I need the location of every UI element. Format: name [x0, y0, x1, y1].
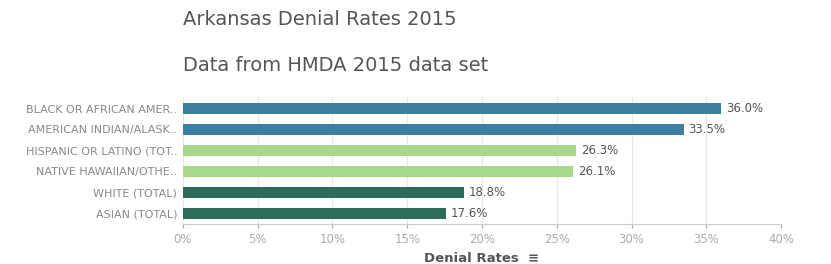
- Text: 18.8%: 18.8%: [469, 186, 505, 199]
- Bar: [183, 187, 464, 198]
- Text: 36.0%: 36.0%: [725, 102, 763, 115]
- X-axis label: Denial Rates  ≡: Denial Rates ≡: [425, 252, 539, 264]
- Text: 17.6%: 17.6%: [450, 207, 488, 220]
- Bar: [183, 166, 573, 177]
- Text: 33.5%: 33.5%: [688, 123, 725, 136]
- Text: Arkansas Denial Rates 2015: Arkansas Denial Rates 2015: [183, 10, 456, 29]
- Text: 26.3%: 26.3%: [581, 144, 618, 157]
- Bar: [183, 124, 684, 135]
- Bar: [183, 145, 576, 156]
- Text: 26.1%: 26.1%: [578, 165, 615, 178]
- Bar: [183, 208, 446, 219]
- Text: Data from HMDA 2015 data set: Data from HMDA 2015 data set: [183, 56, 488, 75]
- Bar: [183, 103, 721, 114]
